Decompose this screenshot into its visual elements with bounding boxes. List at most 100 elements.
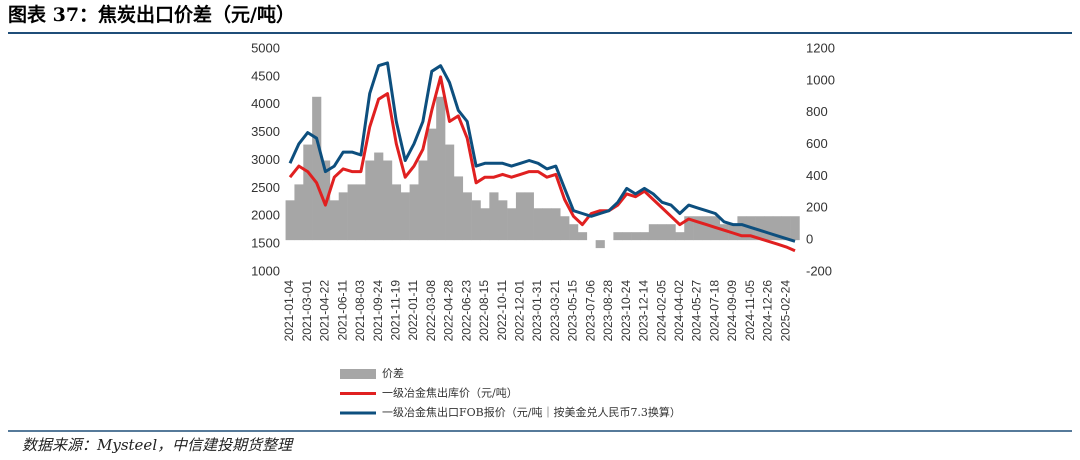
spread-bar — [639, 232, 650, 241]
spread-bar — [595, 240, 605, 249]
spread-bar — [622, 232, 632, 241]
legend-swatch — [340, 369, 376, 379]
y2-tick-label: -200 — [806, 263, 832, 278]
spread-bar — [507, 208, 517, 241]
spread-bar — [471, 200, 481, 241]
x-tick-label: 2021-04-22 — [318, 280, 332, 342]
x-tick-label: 2022-03-08 — [424, 280, 438, 342]
spread-bar — [312, 96, 322, 241]
spread-bar — [790, 216, 800, 241]
spread-bar — [613, 232, 623, 241]
y-tick-label: 3000 — [251, 152, 280, 167]
spread-bar — [480, 208, 490, 241]
legend-label: 价差 — [382, 366, 404, 380]
y-tick-label: 1500 — [251, 236, 280, 251]
spread-bar — [294, 184, 304, 241]
spread-bar — [781, 216, 791, 241]
x-tick-label: 2024-09-09 — [725, 280, 739, 342]
spread-bar — [737, 216, 747, 241]
spread-bar — [418, 160, 428, 241]
chart-title: 图表 37：焦炭出口价差（元/吨） — [8, 3, 295, 26]
spread-bar — [338, 192, 348, 241]
spread-bar — [347, 184, 357, 241]
x-tick-label: 2021-08-03 — [353, 280, 367, 342]
spread-bar — [763, 216, 774, 241]
y-tick-label: 2500 — [251, 180, 280, 195]
x-tick-label: 2024-02-05 — [654, 280, 668, 342]
x-tick-label: 2024-05-27 — [690, 280, 704, 342]
x-tick-label: 2021-06-11 — [335, 280, 349, 341]
spread-bar — [427, 128, 437, 241]
spread-bar — [551, 208, 561, 241]
spread-bar — [498, 200, 508, 241]
spread-bar — [719, 224, 729, 241]
spread-bar — [701, 216, 712, 241]
spread-bar — [285, 200, 295, 241]
spread-bar — [772, 216, 783, 241]
spread-bar — [383, 160, 393, 241]
legend-label: 一级冶金焦出库价（元/吨） — [382, 386, 518, 400]
spread-bar — [409, 184, 419, 241]
y-tick-label: 4000 — [251, 96, 280, 111]
spread-bar — [569, 224, 579, 241]
x-tick-label: 2022-10-11 — [495, 280, 509, 341]
spread-bar — [453, 176, 464, 241]
y2-tick-label: 0 — [806, 232, 813, 247]
spread-bar — [391, 184, 402, 241]
x-tick-label: 2024-07-18 — [707, 280, 721, 342]
x-tick-label: 2023-03-21 — [548, 280, 562, 342]
source-note: 数据来源：Mysteel，中信建投期货整理 — [22, 436, 294, 454]
spread-bar — [356, 184, 366, 241]
y-tick-label: 3500 — [251, 124, 280, 139]
spread-bar — [515, 192, 526, 241]
x-tick-label: 2023-05-15 — [566, 280, 580, 342]
spread-bar — [648, 224, 658, 241]
x-tick-label: 2023-12-14 — [637, 280, 651, 342]
spread-bar — [560, 216, 570, 241]
legend-label: 一级冶金焦出口FOB报价（元/吨｜按美金兑人民币7.3换算） — [382, 405, 681, 419]
y-tick-label: 1000 — [251, 263, 280, 278]
spread-bar — [489, 192, 499, 241]
spread-bar — [684, 216, 694, 241]
spread-bar — [462, 192, 472, 241]
y2-tick-label: 1200 — [806, 40, 835, 55]
y2-tick-label: 800 — [806, 104, 828, 119]
spread-bar — [303, 144, 313, 241]
spread-bar — [542, 208, 552, 241]
x-tick-label: 2022-04-28 — [442, 280, 456, 342]
x-tick-label: 2021-01-04 — [282, 280, 296, 342]
x-tick-label: 2023-08-28 — [601, 280, 615, 342]
x-tick-label: 2025-02-24 — [778, 280, 792, 342]
spread-bar — [577, 232, 588, 241]
x-tick-label: 2022-01-11 — [406, 280, 420, 341]
spread-bar — [693, 216, 703, 241]
x-tick-label: 2022-06-23 — [459, 280, 473, 342]
x-tick-label: 2023-07-06 — [583, 280, 597, 342]
spread-bar — [445, 144, 455, 241]
spread-bar — [755, 216, 765, 241]
spread-bar — [631, 232, 641, 241]
x-tick-label: 2022-08-15 — [477, 280, 491, 342]
y-tick-label: 2000 — [251, 208, 280, 223]
y2-tick-label: 600 — [806, 136, 828, 151]
spread-bar — [374, 152, 384, 241]
x-tick-label: 2024-12-26 — [761, 280, 775, 342]
spread-bar — [329, 200, 340, 241]
y2-tick-label: 400 — [806, 168, 828, 183]
spread-bar — [436, 96, 446, 241]
y2-tick-label: 1000 — [806, 72, 835, 87]
x-tick-label: 2021-09-24 — [371, 280, 385, 342]
x-tick-label: 2021-03-01 — [300, 280, 314, 342]
y2-tick-label: 200 — [806, 200, 828, 215]
x-tick-label: 2024-11-05 — [743, 280, 757, 341]
spread-bar — [657, 224, 667, 241]
spread-bar — [666, 224, 676, 241]
x-tick-label: 2023-10-24 — [619, 280, 633, 342]
spread-bar — [675, 232, 685, 241]
spread-bar — [365, 160, 375, 241]
x-tick-label: 2023-01-31 — [530, 280, 544, 342]
x-tick-label: 2024-04-02 — [672, 280, 686, 342]
spread-bar — [400, 192, 410, 241]
